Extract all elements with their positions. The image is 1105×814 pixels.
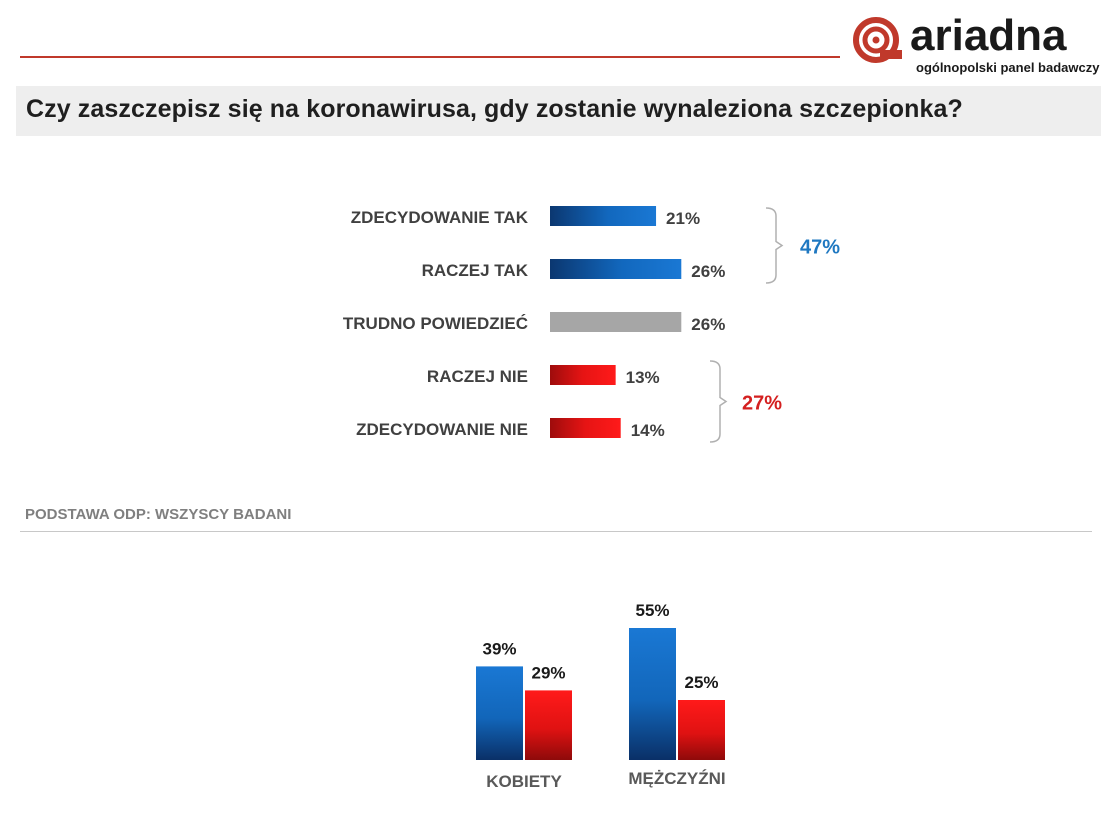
- ariadna-logo: ariadna ogólnopolski panel badawczy: [850, 11, 1100, 78]
- brand-name: ariadna: [910, 11, 1067, 60]
- brand-tagline: ogólnopolski panel badawczy: [916, 60, 1100, 75]
- value-label: 26%: [691, 315, 725, 334]
- column-value-label: 39%: [482, 639, 516, 658]
- gender-column-chart: 39% 29% KOBIETY 55% 25% MĘŻCZYŹNI: [476, 601, 726, 791]
- title-band: Czy zaszczepisz się na koronawirusa, gdy…: [16, 86, 1101, 136]
- category-label: RACZEJ NIE: [427, 367, 528, 386]
- category-label: ZDECYDOWANIE NIE: [356, 420, 528, 439]
- column-bar: [476, 666, 523, 760]
- value-label: 21%: [666, 209, 700, 228]
- spiral-logo-icon: [853, 17, 902, 63]
- bar: [550, 312, 682, 332]
- horizontal-bar-chart: ZDECYDOWANIE TAK 21% RACZEJ TAK 26% TRUDNO P…: [343, 206, 840, 443]
- bar: [550, 365, 616, 385]
- page-title: Czy zaszczepisz się na koronawirusa, gdy…: [26, 95, 963, 123]
- value-label: 13%: [626, 368, 660, 387]
- value-label: 26%: [691, 262, 725, 281]
- base-divider: [20, 531, 1092, 532]
- category-label: TRUDNO POWIEDZIEĆ: [343, 314, 528, 333]
- category-label: ZDECYDOWANIE TAK: [351, 208, 529, 227]
- bar: [550, 206, 657, 226]
- bar: [550, 259, 682, 279]
- column-value-label: 55%: [635, 601, 669, 620]
- group-bracket: [765, 207, 784, 284]
- group-total-label: 47%: [800, 237, 840, 259]
- column-bar: [629, 628, 676, 760]
- column-value-label: 29%: [531, 663, 565, 682]
- column-bar: [525, 690, 572, 760]
- bar: [550, 418, 621, 438]
- column-bar: [678, 700, 725, 760]
- group-bracket: [709, 360, 728, 443]
- column-value-label: 25%: [684, 673, 718, 692]
- category-label: RACZEJ TAK: [422, 261, 529, 280]
- value-label: 14%: [631, 421, 665, 440]
- group-total-label: 27%: [742, 393, 782, 415]
- category-axis-label: KOBIETY: [486, 772, 562, 791]
- top-divider: [20, 56, 840, 58]
- category-axis-label: MĘŻCZYŹNI: [628, 769, 725, 788]
- base-note: PODSTAWA ODP: WSZYSCY BADANI: [25, 506, 292, 523]
